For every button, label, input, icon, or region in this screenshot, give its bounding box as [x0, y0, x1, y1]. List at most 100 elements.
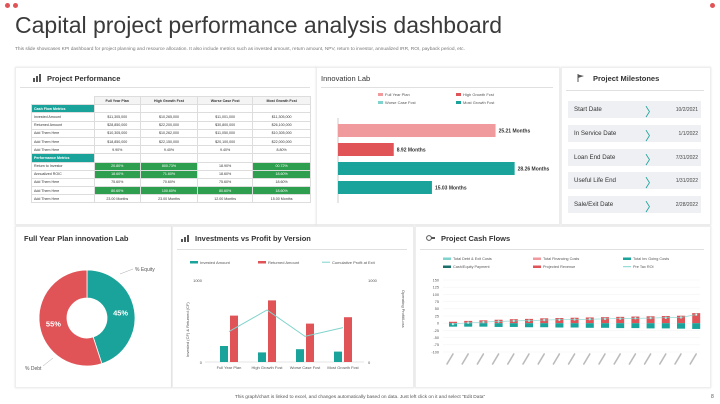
panel-divider: [177, 249, 407, 250]
project-performance-title: Project Performance: [47, 74, 121, 83]
y-tick-label-right: 1000: [368, 278, 378, 283]
table-cell: 18.60%: [93, 169, 141, 179]
table-row: Returned Amount $28,850,000 $22,200,000 $30…: [31, 120, 311, 130]
row-label: Annualized ROIC: [31, 169, 95, 179]
column-header: Full Year Plan: [93, 95, 141, 106]
table-cell: 12.00 Months: [196, 194, 254, 204]
y-tick-label: 0: [200, 360, 203, 365]
row-label: Returned Amount: [31, 120, 95, 130]
legend-label: Total Financing Costs: [543, 257, 579, 261]
bar-data-label: 25.21 Months: [499, 129, 531, 135]
x-tick-label: [476, 353, 485, 365]
project-performance-table: Full Year Plan High Growth Fcst Worse Ca…: [31, 95, 311, 204]
panel-divider: [321, 87, 553, 88]
x-tick-label: [491, 353, 500, 365]
cost-bar: [555, 323, 564, 328]
cost-bar: [585, 323, 594, 328]
y-tick-label: 125: [433, 286, 439, 290]
footer-note: This graph/chart is linked to excel, and…: [234, 395, 486, 400]
table-cell: 70.60%: [140, 177, 198, 188]
y-tick-label: 75: [435, 300, 439, 304]
table-row: Add Them Here 23.00 Months 23.00 Months 12.…: [31, 194, 311, 204]
y-tick-label: 100: [433, 293, 439, 297]
cost-bar: [540, 323, 549, 328]
milestone-label: In Service Date: [574, 130, 617, 137]
row-label: Add Them Here: [31, 177, 95, 188]
table-cell: 75.60%: [196, 177, 254, 188]
milestone-row: Useful Life End 〉 1/31/2022: [568, 172, 701, 190]
milestone-label: Loan End Date: [574, 154, 616, 161]
table-cell: $22,000,000: [252, 136, 311, 147]
table-cell: $20,100,000: [196, 136, 254, 147]
legend-label: Worse Case Fcst: [385, 100, 416, 105]
investments-title: Investments vs Profit by Version: [195, 234, 311, 243]
debt-label: % Debt: [25, 366, 42, 372]
revenue-bar: [646, 316, 655, 324]
invested-bar: [334, 351, 342, 362]
revenue-bar: [661, 316, 670, 324]
table-row: Add Them Here $10,305,000 $10,262,000 $11,0…: [31, 128, 311, 138]
legend-label: Total Inv Going Costs: [633, 257, 669, 261]
returned-bar: [230, 315, 238, 362]
section-row: Performance Metrics: [31, 153, 311, 163]
legend-swatch: [258, 261, 266, 264]
bar-data-label: 8.92 Months: [397, 148, 426, 154]
legend-swatch: [533, 265, 541, 268]
row-label: Invested Amount: [31, 112, 95, 122]
window-dot-1: [5, 3, 10, 8]
y-tick-label: -25: [434, 329, 440, 333]
legend-swatch: [190, 261, 198, 264]
table-cell: $22,200,000: [140, 120, 198, 130]
project-milestones-title: Project Milestones: [593, 74, 660, 83]
pie-data-label: 45%: [113, 309, 128, 318]
leader-line: [42, 357, 54, 367]
empty-cell: [196, 104, 254, 114]
invested-bar: [258, 352, 266, 362]
empty-cell: [140, 153, 198, 163]
table-row: Add Them Here 9.90% 9.40% 9.40% 8.80%: [31, 145, 311, 155]
x-tick-label: [643, 353, 652, 365]
window-dot-2: [13, 3, 18, 8]
innovation-bar: [338, 124, 496, 137]
leader-line: [119, 268, 134, 275]
table-row: Return to Investor 20.80% 800.73% 18.90% 00.…: [31, 161, 311, 171]
cash-flows-chart: Total Debt & Exit Costs Total Financing C…: [431, 257, 701, 365]
innovation-bar: [338, 143, 394, 156]
table-cell: 75.60%: [93, 177, 141, 188]
equity-label: % Equity: [135, 267, 155, 273]
cost-bar: [525, 323, 533, 328]
bar-chart-icon: [33, 74, 41, 82]
y-tick-label: -50: [434, 336, 440, 340]
gear-chart-icon: [426, 235, 435, 241]
cost-bar: [479, 323, 488, 327]
table-cell: $11,305,000: [252, 112, 311, 122]
roi-line: [452, 314, 697, 325]
y-tick-label: 1000: [193, 278, 203, 283]
x-tick-label: High Growth Fcst: [252, 365, 284, 370]
invested-bar: [296, 349, 304, 362]
full-year-plan-title: Full Year Plan innovation Lab: [24, 234, 129, 243]
flag-icon: [577, 74, 584, 82]
investments-chart: Invested Amount Returned Amount Cumulative…: [185, 260, 406, 370]
y-tick-label: 25: [435, 314, 439, 318]
empty-cell: [252, 153, 311, 163]
table-cell: 9.40%: [140, 145, 198, 155]
table-cell: 9.90%: [93, 145, 141, 155]
empty-cell: [140, 104, 198, 114]
cost-bar: [601, 323, 609, 328]
table-cell: $11,305,000: [93, 112, 141, 122]
table-cell: 18.60%: [252, 169, 311, 179]
revenue-bar: [692, 313, 701, 324]
table-cell: 18.60%: [252, 177, 311, 188]
cost-bar: [631, 323, 640, 329]
y-axis-label: Invested (CF) & Returned (CF): [185, 302, 190, 357]
chevron-right-icon: 〉: [645, 176, 658, 190]
milestone-label: Start Date: [574, 106, 602, 113]
section-row: Cash Flow Metrics: [31, 104, 311, 114]
legend-label: Invested Amount: [200, 260, 231, 265]
milestone-date: 2/28/2022: [675, 201, 698, 208]
legend-swatch: [378, 101, 383, 104]
table-row: Add Them Here 75.60% 70.60% 75.60% 18.60%: [31, 177, 311, 188]
x-tick-label: [628, 353, 637, 365]
milestone-date: 7/31/2022: [675, 154, 698, 161]
